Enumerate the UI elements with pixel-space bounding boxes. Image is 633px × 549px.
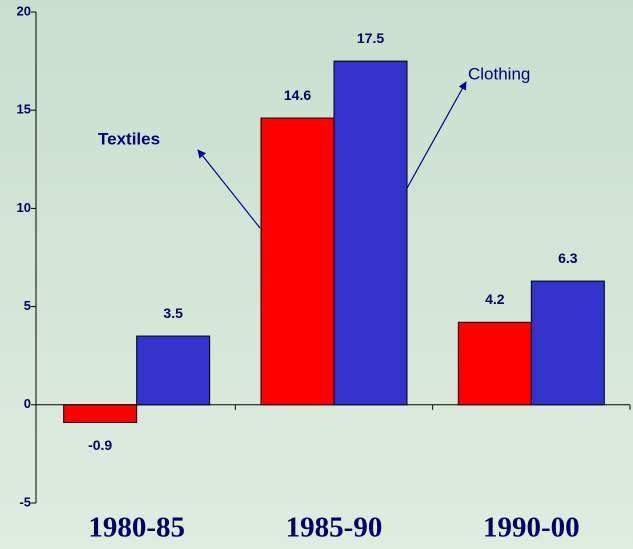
bar bbox=[63, 404, 138, 423]
value-label: -0.9 bbox=[88, 437, 112, 453]
value-label: 17.5 bbox=[357, 30, 384, 46]
annotation-arrow bbox=[197, 149, 261, 229]
y-tick-label: 20 bbox=[17, 3, 31, 18]
x-tick-label: 1985-90 bbox=[286, 512, 383, 544]
annotation-arrow bbox=[405, 81, 467, 191]
y-tick-label: -5 bbox=[19, 494, 31, 509]
x-tick-label: 1980-85 bbox=[88, 512, 185, 544]
y-tick-label: 10 bbox=[17, 200, 31, 215]
series-annotation: Textiles bbox=[98, 129, 160, 148]
value-label: 4.2 bbox=[485, 291, 505, 307]
value-label: 14.6 bbox=[284, 87, 311, 103]
bar bbox=[136, 335, 211, 406]
series-annotation: Clothing bbox=[468, 64, 530, 83]
bar bbox=[333, 60, 408, 406]
bar bbox=[260, 117, 335, 406]
value-label: 3.5 bbox=[163, 305, 183, 321]
bar bbox=[457, 321, 532, 406]
y-tick-label: 15 bbox=[17, 102, 31, 117]
y-tick-label: 0 bbox=[24, 396, 31, 411]
x-tick-label: 1990-00 bbox=[483, 512, 580, 544]
y-tick-label: 5 bbox=[24, 298, 31, 313]
value-label: 6.3 bbox=[558, 250, 578, 266]
bar bbox=[530, 280, 605, 406]
